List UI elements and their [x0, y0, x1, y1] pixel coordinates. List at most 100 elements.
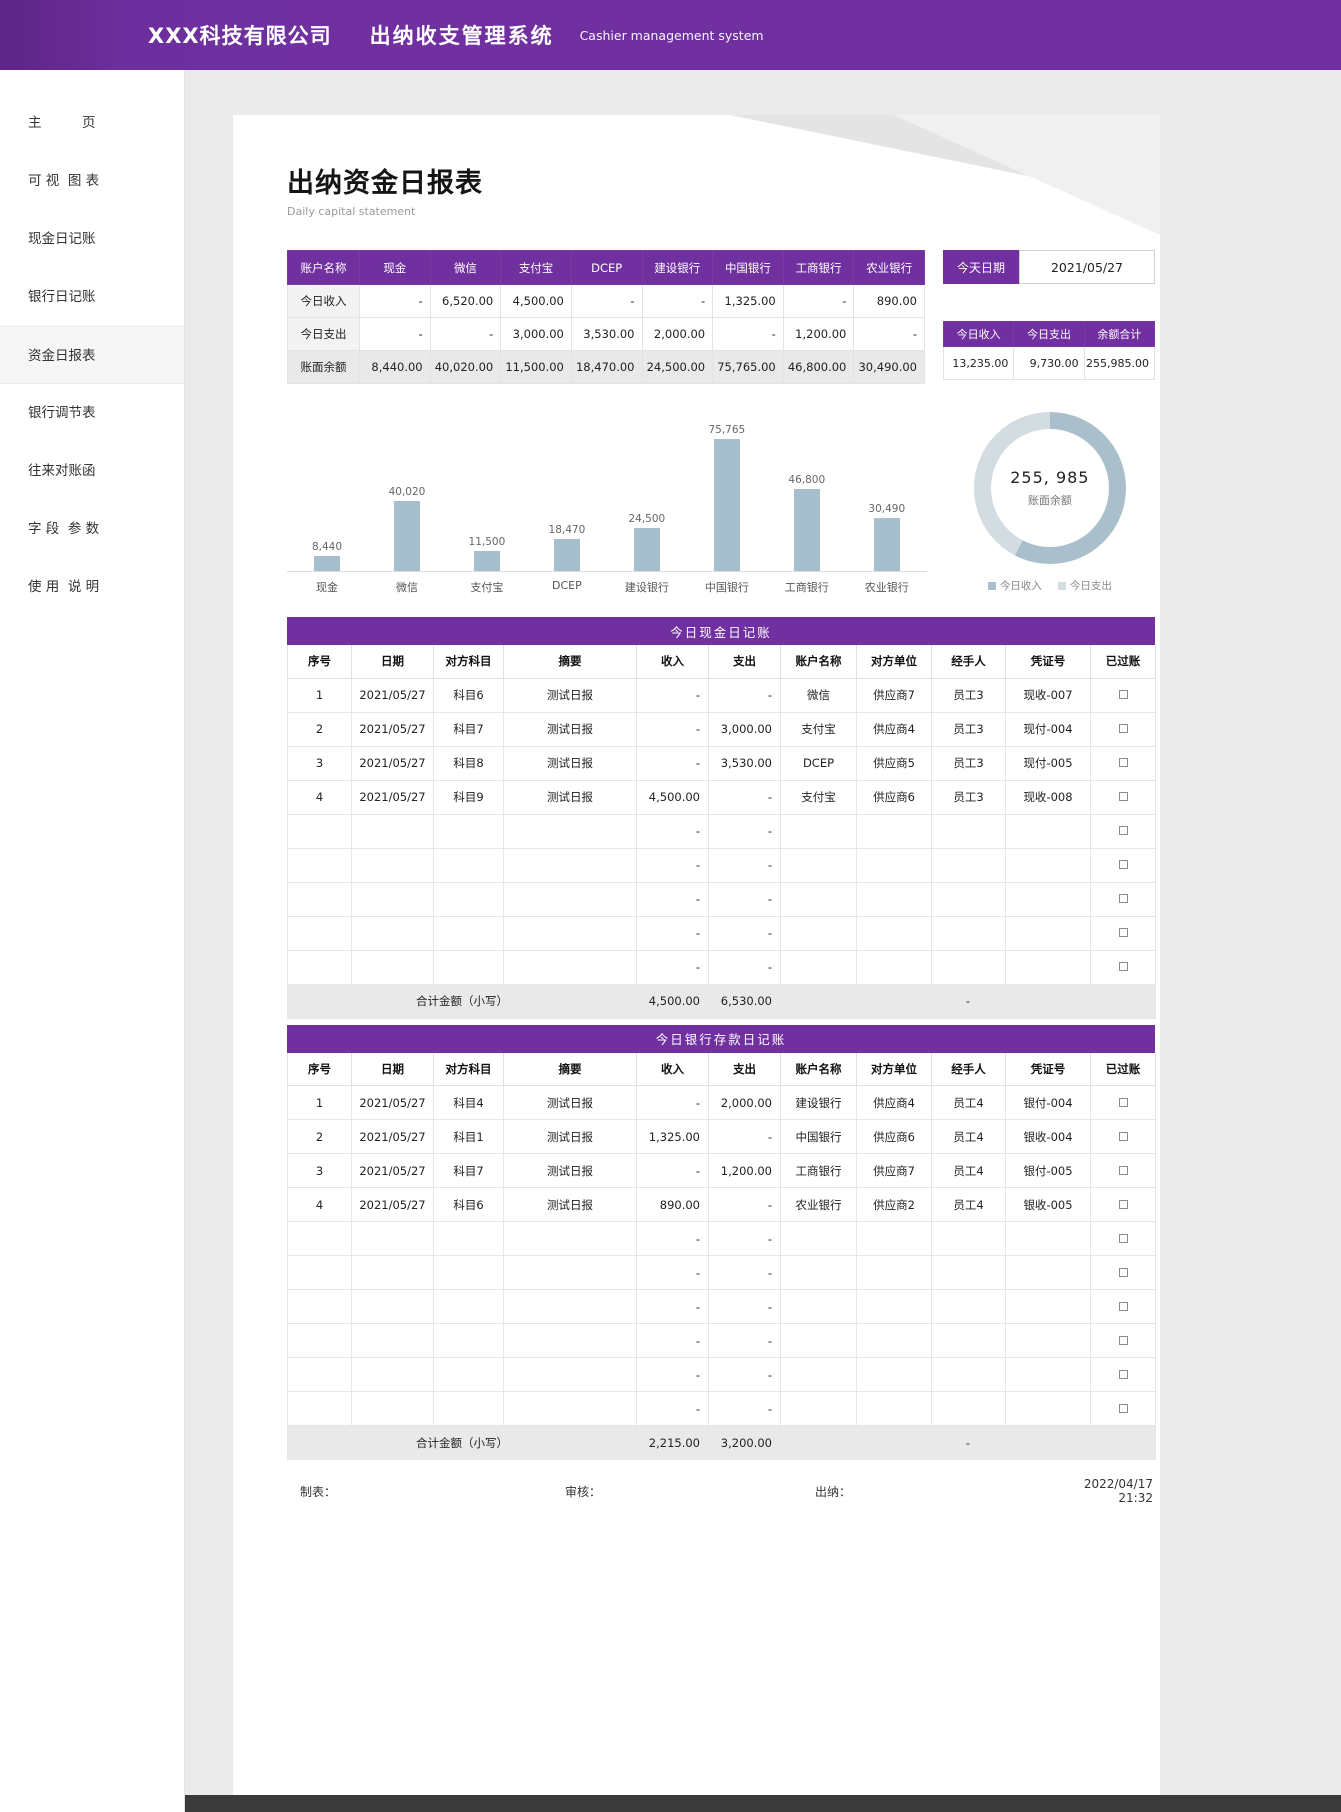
cell: 供应商6: [856, 779, 932, 815]
posted-checkbox[interactable]: [1118, 928, 1128, 937]
totals-header-cell: 今日收入: [942, 321, 1015, 347]
cell: 4: [287, 779, 352, 815]
cell: [780, 1221, 857, 1256]
summary-cell: 2,000.00: [641, 317, 714, 351]
cell: [503, 1323, 637, 1358]
bar: [553, 539, 580, 571]
cell: 微信: [780, 677, 857, 713]
cell: [856, 813, 932, 849]
cell: [351, 1357, 434, 1392]
cell: 4,500.00: [636, 779, 709, 815]
posted-checkbox[interactable]: [1118, 1097, 1128, 1107]
sidebar-item-1[interactable]: 主 页: [28, 115, 96, 131]
posted-checkbox[interactable]: [1118, 894, 1128, 903]
posted-checkbox[interactable]: [1118, 962, 1128, 971]
summary-header-cell: 微信: [429, 250, 502, 285]
cell: [287, 1255, 352, 1290]
posted-cell: [1090, 1323, 1156, 1358]
posted-checkbox[interactable]: [1118, 860, 1128, 869]
sidebar-item-5[interactable]: 资金日报表: [0, 326, 184, 384]
table-row: 4 2021/05/27 科目9 测试日报 4,500.00- 支付宝 供应商6 员工3 现收-…: [287, 779, 1156, 815]
cell: [931, 1357, 1006, 1392]
cell: [1005, 1391, 1091, 1426]
cell: [780, 847, 857, 883]
posted-checkbox[interactable]: [1118, 1301, 1128, 1311]
cell: [856, 1221, 932, 1256]
totals-value-cell: 9,730.00: [1013, 346, 1085, 380]
posted-checkbox[interactable]: [1118, 1131, 1128, 1141]
cell: -: [636, 1357, 709, 1392]
cell: 2,000.00: [708, 1085, 781, 1120]
posted-checkbox[interactable]: [1118, 1165, 1128, 1175]
legend-swatch-icon: [987, 581, 996, 590]
posted-checkbox[interactable]: [1118, 792, 1128, 801]
posted-checkbox[interactable]: [1118, 826, 1128, 835]
posted-cell: [1090, 949, 1156, 985]
summary-cell: 30,490.00: [853, 350, 925, 384]
donut-chart-area: 255, 985 账面余额 今日收入 今日支出: [945, 408, 1155, 595]
summary-cell: -: [570, 284, 643, 318]
summary-cell: 1,325.00: [712, 284, 784, 318]
page-title: 出纳资金日报表: [287, 168, 483, 199]
cell: [433, 881, 504, 917]
today-date-label: 今天日期: [943, 250, 1019, 284]
cell: 供应商4: [856, 1085, 932, 1120]
bar-value-label: 30,490: [868, 503, 906, 515]
summary-header-cell: 工商银行: [782, 250, 855, 285]
cell: [931, 1391, 1006, 1426]
cell: 中国银行: [780, 1119, 857, 1154]
posted-checkbox[interactable]: [1118, 724, 1128, 733]
posted-checkbox[interactable]: [1118, 1267, 1128, 1277]
table-row: --: [287, 915, 1156, 951]
posted-cell: [1090, 881, 1156, 917]
legend-label: 今日支出: [1069, 580, 1112, 592]
summary-cell: 8,440.00: [359, 350, 431, 384]
cell: 3,000.00: [708, 711, 781, 747]
cell: 测试日报: [503, 1119, 637, 1154]
cell: 现付-004: [1005, 711, 1091, 747]
column-header: 摘要: [503, 1052, 637, 1086]
table-row: --: [287, 1255, 1156, 1290]
cell: 科目7: [433, 711, 504, 747]
bar-value-label: 8,440: [311, 541, 343, 553]
posted-checkbox[interactable]: [1118, 1335, 1128, 1345]
sidebar-item-2[interactable]: 可 视 图 表: [28, 173, 100, 189]
bank-table-section: 今日银行存款日记账 序号 日期 对方科目 摘要 收入 支出 账户名称 对方单位 经手人 凭证号 已过…: [287, 1024, 1156, 1460]
cell: [287, 1289, 352, 1324]
sidebar-item-4[interactable]: 银行日记账: [28, 289, 96, 305]
cell: 测试日报: [503, 779, 637, 815]
cell: 2021/05/27: [351, 745, 434, 781]
cell: 测试日报: [503, 745, 637, 781]
posted-checkbox[interactable]: [1118, 1369, 1128, 1379]
cell: -: [708, 1119, 781, 1154]
total-income: 2,215.00: [636, 1425, 709, 1460]
cell: 1: [287, 1085, 352, 1120]
sidebar-item-8[interactable]: 字 段 参 数: [28, 521, 100, 537]
bar-chart-bars: 8,440 40,020 11,500 18,470 24,500 75,765 46,80…: [287, 408, 927, 572]
sidebar-item-6[interactable]: 银行调节表: [28, 405, 96, 421]
cell: 农业银行: [780, 1187, 857, 1222]
cell: [780, 881, 857, 917]
summary-cell: 890.00: [853, 284, 925, 318]
sidebar-item-3[interactable]: 现金日记账: [28, 231, 96, 247]
sidebar-item-9[interactable]: 使 用 说 明: [28, 579, 100, 595]
posted-checkbox[interactable]: [1118, 1403, 1128, 1413]
column-header-row: 序号 日期 对方科目 摘要 收入 支出 账户名称 对方单位 经手人 凭证号 已过账: [287, 1052, 1156, 1086]
summary-cell: 6,520.00: [429, 284, 502, 318]
cell: 工商银行: [780, 1153, 857, 1188]
posted-checkbox[interactable]: [1118, 1233, 1128, 1243]
sidebar-item-7[interactable]: 往来对账函: [28, 463, 96, 479]
posted-checkbox[interactable]: [1118, 690, 1128, 699]
summary-header-cell: 中国银行: [712, 250, 784, 285]
bank-table: 序号 日期 对方科目 摘要 收入 支出 账户名称 对方单位 经手人 凭证号 已过账 1 2021/05/…: [287, 1052, 1156, 1460]
posted-checkbox[interactable]: [1118, 1199, 1128, 1209]
posted-checkbox[interactable]: [1118, 758, 1128, 767]
cell: [433, 1255, 504, 1290]
cell: 银收-004: [1005, 1119, 1091, 1154]
column-header: 支出: [708, 645, 781, 679]
posted-cell: [1090, 1119, 1156, 1154]
cell: [503, 915, 637, 951]
summary-row: 账户名称 现金 微信 支付宝 DCEP 建设银行 中国银行 工商银行 农业银行 今日收入 -6,52…: [287, 250, 1156, 384]
cell: 供应商5: [856, 745, 932, 781]
cell: [1005, 881, 1091, 917]
